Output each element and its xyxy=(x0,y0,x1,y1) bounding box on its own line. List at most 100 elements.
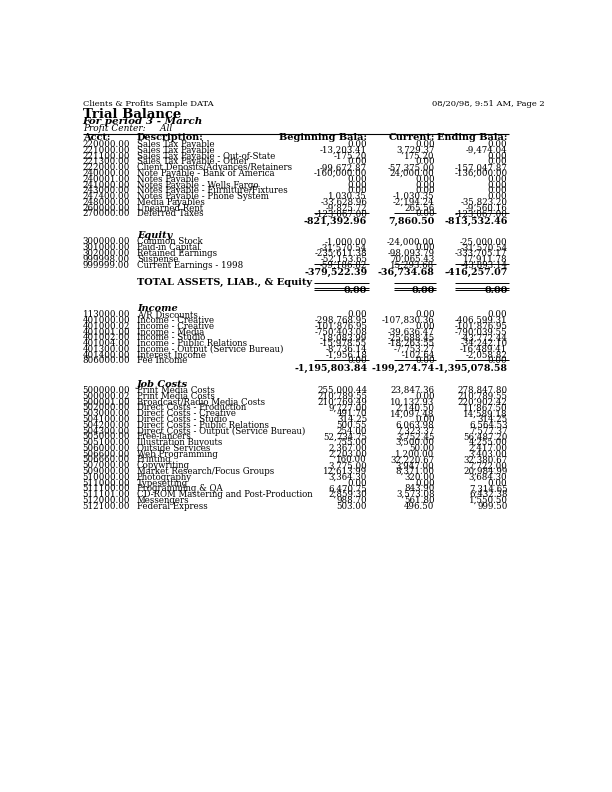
Text: 11,867.50: 11,867.50 xyxy=(463,403,507,413)
Text: -1,030.35: -1,030.35 xyxy=(393,192,435,201)
Text: 12,613.99: 12,613.99 xyxy=(323,467,367,476)
Text: Web Programming: Web Programming xyxy=(137,450,218,459)
Text: Current Earnings - 1998: Current Earnings - 1998 xyxy=(137,261,243,269)
Text: -35,823.20: -35,823.20 xyxy=(460,198,507,207)
Text: -790,039.55: -790,039.55 xyxy=(455,328,507,337)
Text: 20,984.99: 20,984.99 xyxy=(463,467,507,476)
Text: 806000.00: 806000.00 xyxy=(83,356,130,365)
Text: Retained Earnings: Retained Earnings xyxy=(137,249,217,258)
Text: Outside Services: Outside Services xyxy=(137,444,211,453)
Text: 999998.00: 999998.00 xyxy=(83,255,130,264)
Text: 17,911.78: 17,911.78 xyxy=(463,255,507,264)
Text: -175.20: -175.20 xyxy=(334,151,367,161)
Text: Programming & QA: Programming & QA xyxy=(137,484,223,493)
Text: -43,772.44: -43,772.44 xyxy=(460,333,507,342)
Text: 14,589.18: 14,589.18 xyxy=(463,409,507,418)
Text: Sales Tax Payable: Sales Tax Payable xyxy=(137,146,215,155)
Text: 401300.00: 401300.00 xyxy=(83,345,130,354)
Text: 3,729.37: 3,729.37 xyxy=(396,146,435,155)
Text: 2,367.00: 2,367.00 xyxy=(329,444,367,453)
Text: 0.00: 0.00 xyxy=(488,175,507,184)
Text: -31,570.54: -31,570.54 xyxy=(320,243,367,253)
Text: 0.00: 0.00 xyxy=(415,392,435,401)
Text: Income - Studio: Income - Studio xyxy=(137,333,205,342)
Text: 6,564.53: 6,564.53 xyxy=(469,421,507,430)
Text: -24,000.00: -24,000.00 xyxy=(387,238,435,246)
Text: -36,734.68: -36,734.68 xyxy=(378,268,435,277)
Text: 0.00: 0.00 xyxy=(348,140,367,149)
Text: Notes Payable - Wells Fargo: Notes Payable - Wells Fargo xyxy=(137,181,258,189)
Text: 0.00: 0.00 xyxy=(415,158,435,166)
Text: 3,947.00: 3,947.00 xyxy=(396,461,435,470)
Text: 175.20: 175.20 xyxy=(404,151,435,161)
Text: 843.90: 843.90 xyxy=(404,484,435,493)
Text: -199,274.74: -199,274.74 xyxy=(371,364,435,373)
Text: -160,000.00: -160,000.00 xyxy=(314,169,367,178)
Text: 247400.00: 247400.00 xyxy=(83,192,130,201)
Text: -107,830.36: -107,830.36 xyxy=(382,316,435,325)
Text: 505000.00: 505000.00 xyxy=(83,432,130,441)
Text: -25,688.45: -25,688.45 xyxy=(387,333,435,342)
Text: 0.00: 0.00 xyxy=(488,158,507,166)
Text: 24,000.00: 24,000.00 xyxy=(390,169,435,178)
Text: 260000.00: 260000.00 xyxy=(83,204,130,212)
Text: 6,432.38: 6,432.38 xyxy=(469,490,507,499)
Text: -9,825.72: -9,825.72 xyxy=(326,204,367,212)
Text: Direct Costs - Public Relations: Direct Costs - Public Relations xyxy=(137,421,269,430)
Text: -416,257.07: -416,257.07 xyxy=(444,268,507,277)
Text: 0.00: 0.00 xyxy=(415,186,435,196)
Text: 512100.00: 512100.00 xyxy=(83,501,130,511)
Text: 314.25: 314.25 xyxy=(477,415,507,424)
Text: 401000.00: 401000.00 xyxy=(83,316,130,325)
Text: Print Media Costs: Print Media Costs xyxy=(137,392,215,401)
Text: 511000.00: 511000.00 xyxy=(83,478,130,488)
Text: Income - Creative: Income - Creative xyxy=(137,322,214,331)
Text: -52,153.65: -52,153.65 xyxy=(320,255,367,264)
Text: 496.50: 496.50 xyxy=(404,501,435,511)
Text: Notes Payable - Phone System: Notes Payable - Phone System xyxy=(137,192,269,201)
Text: 3,364.30: 3,364.30 xyxy=(329,473,367,482)
Text: Beginning Bala:: Beginning Bala: xyxy=(279,133,367,142)
Text: 0.00: 0.00 xyxy=(348,310,367,319)
Text: 278,847.80: 278,847.80 xyxy=(457,386,507,395)
Text: Clients & Profits Sample DATA: Clients & Profits Sample DATA xyxy=(83,100,214,108)
Text: Direct Costs - Output (Service Bureau): Direct Costs - Output (Service Bureau) xyxy=(137,427,305,436)
Text: 32,380.67: 32,380.67 xyxy=(463,455,507,464)
Text: Market Research/Focus Groups: Market Research/Focus Groups xyxy=(137,467,274,476)
Text: 0.00: 0.00 xyxy=(411,287,435,295)
Text: Illustration Buyouts: Illustration Buyouts xyxy=(137,438,222,447)
Text: -136,000.00: -136,000.00 xyxy=(454,169,507,178)
Text: 0.00: 0.00 xyxy=(415,140,435,149)
Text: 504200.00: 504200.00 xyxy=(83,421,130,430)
Text: Income - Public Relations: Income - Public Relations xyxy=(137,339,247,348)
Text: 2,140.50: 2,140.50 xyxy=(395,403,435,413)
Text: 300000.00: 300000.00 xyxy=(83,238,130,246)
Text: 210,789.55: 210,789.55 xyxy=(317,392,367,401)
Text: 240000.00: 240000.00 xyxy=(83,169,130,178)
Text: 3,752.45: 3,752.45 xyxy=(396,432,435,441)
Text: Typesetting: Typesetting xyxy=(137,478,188,488)
Text: 3,500.00: 3,500.00 xyxy=(395,438,435,447)
Text: 220000.00: 220000.00 xyxy=(83,140,130,149)
Text: 0.00: 0.00 xyxy=(415,209,435,219)
Text: 7,577.37: 7,577.37 xyxy=(469,427,507,436)
Text: 14,097.48: 14,097.48 xyxy=(390,409,435,418)
Text: Income - Output (Service Bureau): Income - Output (Service Bureau) xyxy=(137,345,283,354)
Text: 0.00: 0.00 xyxy=(415,175,435,184)
Text: 0.00: 0.00 xyxy=(415,356,435,365)
Text: 210,789.55: 210,789.55 xyxy=(457,392,507,401)
Text: Acct:: Acct: xyxy=(83,133,110,142)
Text: 70,065.43: 70,065.43 xyxy=(390,255,435,264)
Text: -235,611.38: -235,611.38 xyxy=(315,249,367,258)
Text: Income - Media: Income - Media xyxy=(137,328,204,337)
Text: 0.00: 0.00 xyxy=(415,478,435,488)
Text: -1,000.00: -1,000.00 xyxy=(325,238,367,246)
Text: 500000.02: 500000.02 xyxy=(83,392,130,401)
Text: 500.55: 500.55 xyxy=(337,421,367,430)
Text: -8,736.14: -8,736.14 xyxy=(326,345,367,354)
Text: Photography: Photography xyxy=(137,473,192,482)
Text: Profit Center:     All: Profit Center: All xyxy=(83,124,172,133)
Text: 1,200.00: 1,200.00 xyxy=(395,450,435,459)
Text: -333,705.17: -333,705.17 xyxy=(455,249,507,258)
Text: -1,956.18: -1,956.18 xyxy=(325,351,367,360)
